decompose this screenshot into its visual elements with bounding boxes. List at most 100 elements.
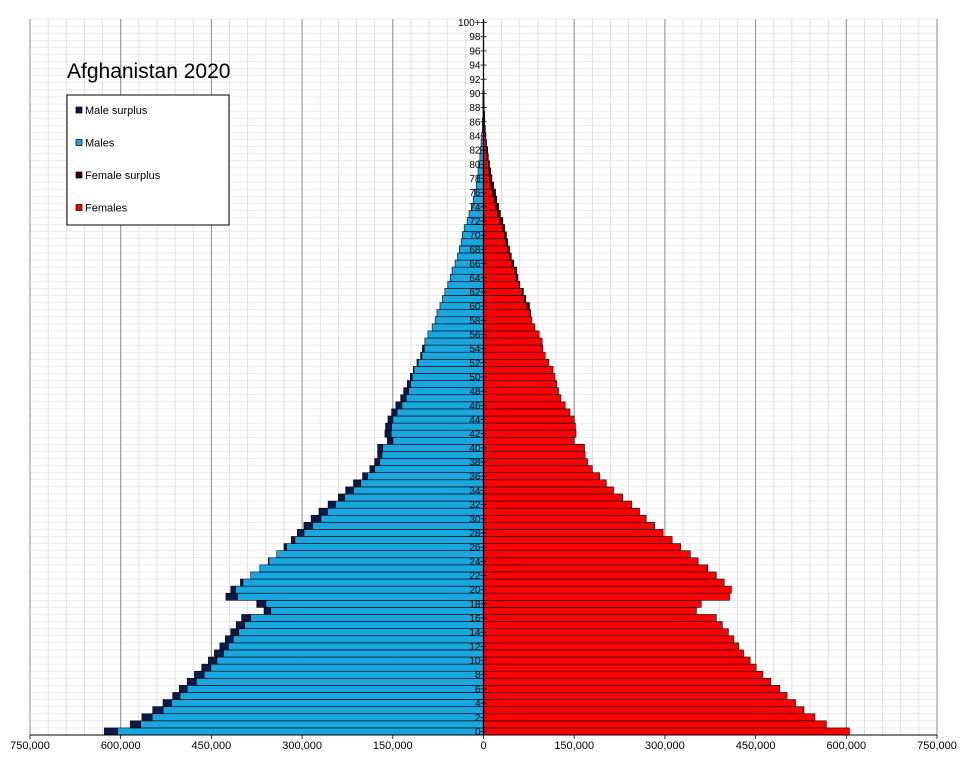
female-bar [483, 351, 546, 360]
age-tick-label: 32 [469, 500, 481, 511]
female-surplus-bar [524, 295, 527, 303]
female-surplus-bar [485, 139, 487, 147]
female-bar [483, 358, 550, 367]
female-bar [483, 649, 744, 658]
male-bar [303, 529, 484, 537]
female-bar [483, 507, 640, 516]
age-tick-label: 50 [469, 373, 481, 384]
female-bar [483, 330, 540, 339]
female-bar [483, 273, 518, 282]
male-bar [238, 628, 484, 637]
age-tick-label: 18 [469, 599, 481, 610]
legend-swatch [75, 139, 83, 146]
male-surplus-bar [410, 373, 413, 381]
male-surplus-bar [353, 479, 362, 488]
male-surplus-bar [413, 366, 415, 374]
x-tick-label: 750,000 [917, 740, 957, 752]
male-surplus-bar [208, 656, 218, 665]
age-tick-label: 90 [469, 89, 481, 100]
female-bar [483, 238, 507, 247]
male-surplus-bar [194, 670, 205, 679]
legend-label: Males [85, 138, 115, 150]
female-bar [483, 316, 533, 325]
female-bar [483, 309, 531, 318]
age-tick-label: 68 [469, 245, 481, 256]
x-tick-label: 150,000 [554, 740, 594, 752]
male-bar [265, 600, 484, 608]
female-bar [483, 245, 508, 254]
female-surplus-bar [489, 174, 493, 183]
female-bar [483, 323, 536, 332]
male-bar [367, 472, 484, 481]
female-surplus-bar [505, 238, 508, 247]
male-bar [223, 649, 484, 658]
male-surplus-bar [240, 578, 244, 587]
female-bar [483, 401, 566, 410]
legend-swatch [75, 204, 83, 211]
age-tick-label: 24 [469, 557, 481, 568]
male-bar [162, 706, 484, 715]
male-bar [228, 642, 484, 651]
male-surplus-bar [230, 585, 236, 594]
female-bar [483, 522, 655, 530]
male-bar [335, 500, 484, 509]
male-surplus-bar [130, 720, 141, 729]
legend: Male surplus Males Female surplus Females [66, 94, 230, 226]
female-bar [483, 280, 520, 289]
male-surplus-bar [162, 699, 172, 707]
male-surplus-bar [327, 500, 336, 509]
age-tick-label: 28 [469, 528, 481, 539]
female-bar [483, 252, 510, 261]
female-surplus-bar [504, 231, 507, 240]
age-tick-label: 26 [469, 543, 481, 554]
female-bar [483, 635, 735, 644]
male-surplus-bar [400, 394, 407, 403]
male-bar [382, 444, 484, 452]
female-surplus-bar [518, 280, 521, 289]
female-bar [483, 451, 586, 459]
female-bar [483, 670, 764, 679]
female-bar [483, 224, 504, 232]
female-surplus-bar [483, 110, 486, 119]
age-tick-label: 96 [469, 46, 481, 57]
male-bar [320, 514, 484, 523]
female-bar [483, 266, 516, 275]
male-surplus-bar [267, 557, 270, 566]
female-bar [483, 614, 717, 622]
age-tick-label: 66 [469, 259, 481, 270]
female-bar [483, 302, 528, 310]
female-surplus-bar [516, 273, 519, 282]
female-bar [483, 727, 850, 736]
female-bar [483, 642, 739, 651]
female-surplus-bar [514, 266, 518, 275]
female-surplus-bar [507, 245, 510, 254]
female-bar [483, 571, 717, 580]
female-bar [483, 536, 673, 544]
age-tick-label: 52 [469, 358, 481, 369]
male-bar [216, 656, 484, 665]
male-bar [171, 699, 484, 707]
age-tick-label: 70 [469, 231, 481, 242]
male-bar [312, 522, 484, 530]
x-tick-label: 300,000 [282, 740, 322, 752]
male-surplus-bar [104, 727, 118, 736]
female-surplus-bar [509, 252, 512, 261]
female-surplus-bar [492, 188, 496, 197]
axes: 0246810121416182022242628303234363840424… [10, 18, 957, 752]
male-surplus-bar [214, 649, 224, 658]
female-bar [483, 692, 788, 700]
male-surplus-bar [384, 429, 392, 438]
female-bar [483, 600, 702, 608]
female-surplus-bar [521, 288, 524, 296]
age-tick-label: 42 [469, 429, 481, 440]
male-bar [195, 677, 484, 686]
female-bar [483, 366, 554, 374]
male-bar [210, 663, 484, 672]
male-surplus-bar [219, 642, 229, 651]
male-surplus-bar [152, 706, 164, 715]
male-bar [381, 451, 484, 459]
age-tick-label: 38 [469, 458, 481, 469]
male-bar [117, 727, 484, 736]
female-surplus-bar [486, 146, 489, 154]
female-bar [483, 628, 729, 637]
